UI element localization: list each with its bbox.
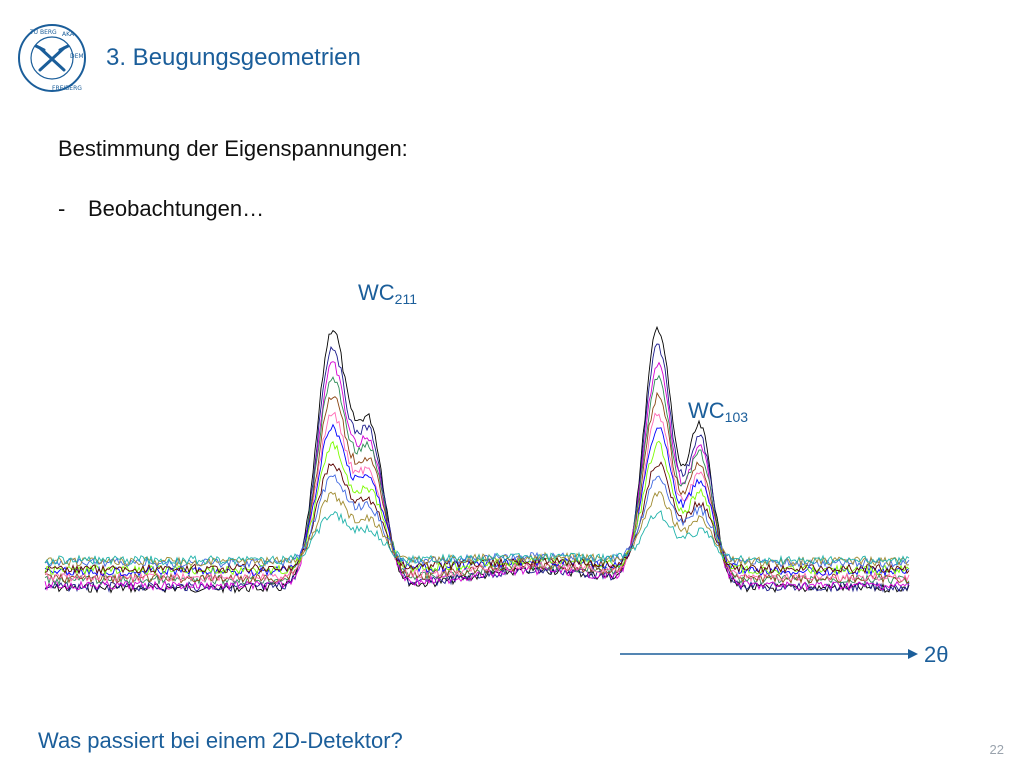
series-line-6: [44, 411, 910, 583]
series-line-3: [44, 361, 910, 592]
x-axis-arrowhead: [908, 649, 918, 659]
svg-text:AKA: AKA: [62, 31, 75, 38]
series-line-4: [44, 374, 910, 586]
series-line-11: [44, 491, 910, 568]
series-line-12: [44, 510, 910, 567]
x-axis-label: 2θ: [924, 642, 949, 667]
series-line-5: [44, 391, 910, 585]
section-title: 3. Beugungsgeometrien: [106, 44, 361, 71]
chart-svg: [44, 325, 918, 659]
question-text: Was passiert bei einem 2D-Detektor?: [38, 728, 403, 753]
bullet-text: Beobachtungen…: [88, 196, 265, 221]
series-line-8: [44, 440, 910, 576]
series-line-9: [44, 461, 910, 575]
diffraction-chart: WC211 WC103 2θ: [40, 268, 1000, 678]
university-logo: TU BERG AKA DEM FREIBERG: [18, 24, 86, 92]
bullet-item: - Beobachtungen…: [58, 196, 264, 222]
peak-label-wc211-sub: 211: [394, 291, 417, 307]
peak-label-wc103-sub: 103: [724, 409, 749, 425]
page-number: 22: [989, 742, 1004, 757]
series-line-1: [44, 325, 910, 594]
svg-text:FREIBERG: FREIBERG: [52, 85, 82, 92]
peak-label-wc211-main: WC: [358, 280, 395, 305]
bullet-dash: -: [58, 196, 66, 221]
svg-text:TU BERG: TU BERG: [29, 29, 57, 36]
peak-label-wc103-main: WC: [688, 398, 725, 423]
series-line-7: [44, 423, 910, 577]
peak-label-wc211: WC211: [358, 280, 417, 307]
svg-text:DEM: DEM: [70, 53, 84, 60]
slide-heading: Bestimmung der Eigenspannungen:: [58, 136, 408, 161]
peak-label-wc103: WC103: [688, 398, 748, 425]
series-line-2: [44, 343, 910, 593]
series-line-10: [44, 474, 910, 569]
